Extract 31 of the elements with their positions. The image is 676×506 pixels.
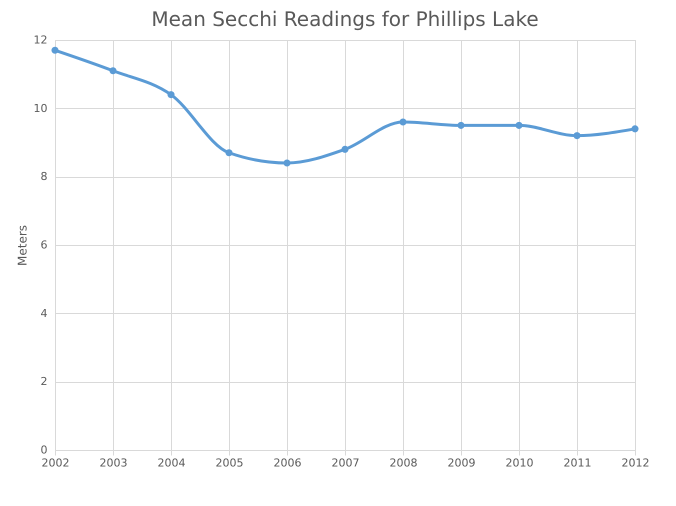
point: [51, 46, 59, 54]
point: [573, 132, 581, 140]
y-axis-title: Meters: [16, 224, 30, 266]
x-tick-label: 2005: [216, 456, 244, 470]
point: [167, 91, 175, 98]
x-tick-label: 2006: [274, 456, 302, 470]
y-tick-label: 10: [34, 102, 48, 115]
y-tick-label: 6: [40, 238, 48, 252]
y-tick-label: 4: [40, 306, 48, 320]
y-tick-label: 8: [40, 170, 48, 184]
point: [631, 125, 639, 132]
y-tick-label: 2: [40, 375, 48, 388]
point: [457, 122, 465, 129]
x-tick-label: 2003: [100, 456, 128, 470]
point: [341, 146, 349, 153]
x-tick-label: 2011: [564, 456, 592, 470]
point: [399, 118, 407, 126]
x-tick-label: 2012: [622, 456, 650, 470]
y-tick-label: 0: [40, 444, 48, 456]
x-tick-label: 2009: [448, 456, 476, 470]
x-tick-label: 2002: [42, 456, 70, 470]
y-tick-label: 12: [34, 34, 48, 46]
chart-title: Mean Secchi Readings for Phillips Lake: [151, 7, 539, 31]
x-tick-label: 2007: [332, 456, 360, 470]
x-tick-label: 2010: [506, 456, 534, 470]
point: [515, 122, 523, 129]
point: [225, 149, 233, 156]
point: [283, 159, 291, 167]
point: [109, 67, 117, 74]
x-tick-label: 2004: [158, 456, 186, 470]
x-tick-label: 2008: [390, 456, 418, 470]
